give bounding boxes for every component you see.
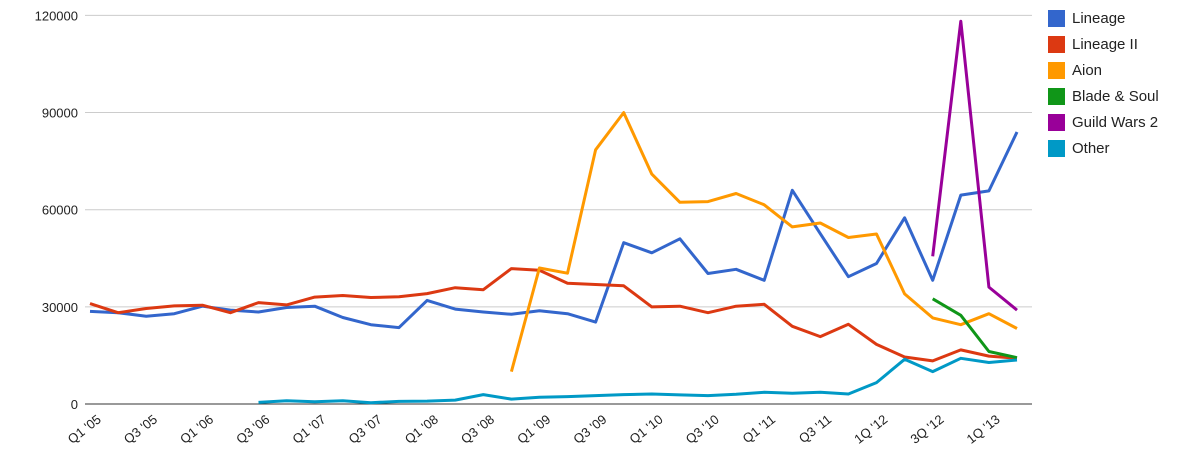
legend-color-swatch bbox=[1048, 87, 1065, 105]
x-axis-tick-label: Q3 '07 bbox=[346, 412, 385, 447]
x-axis-tick-label: Q1 '08 bbox=[402, 412, 441, 447]
series-line-guild-wars-2[interactable] bbox=[931, 19, 1018, 312]
legend-color-swatch bbox=[1048, 9, 1065, 27]
legend-label: Lineage II bbox=[1072, 35, 1138, 53]
legend-color-swatch bbox=[1048, 113, 1065, 131]
x-axis-tick-label: Q3 '11 bbox=[796, 412, 834, 447]
series-line-aion[interactable] bbox=[509, 111, 1018, 372]
x-axis-tick-label: Q1 '06 bbox=[177, 412, 216, 447]
y-axis-tick-label: 30000 bbox=[42, 300, 78, 315]
legend-label: Aion bbox=[1072, 61, 1103, 79]
legend-label: Lineage bbox=[1072, 9, 1126, 27]
x-axis-tick-label: Q1 '07 bbox=[289, 412, 328, 447]
x-axis-tick-label: Q3 '05 bbox=[121, 412, 160, 447]
x-axis-tick-label: Q1 '05 bbox=[65, 412, 104, 447]
x-axis-tick-label: Q3 '08 bbox=[458, 412, 497, 447]
legend-label: Blade & Soul bbox=[1072, 87, 1159, 105]
legend-item-guild-wars-2[interactable]: Guild Wars 2 bbox=[1048, 112, 1159, 132]
x-axis-tick-label: 1Q '12 bbox=[851, 412, 890, 447]
y-axis-tick-label: 90000 bbox=[42, 106, 78, 121]
x-axis-tick-label: Q1 '11 bbox=[740, 412, 778, 447]
legend-item-aion[interactable]: Aion bbox=[1048, 60, 1159, 80]
legend-item-other[interactable]: Other bbox=[1048, 138, 1159, 158]
y-axis-tick-label: 0 bbox=[71, 397, 78, 412]
legend-color-swatch bbox=[1048, 35, 1065, 53]
legend-label: Guild Wars 2 bbox=[1072, 113, 1159, 131]
legend-item-lineage[interactable]: Lineage bbox=[1048, 8, 1159, 28]
y-axis-tick-label: 120000 bbox=[35, 8, 78, 23]
x-axis-tick-label: Q1 '10 bbox=[627, 412, 666, 447]
series-line-blade-soul[interactable] bbox=[931, 297, 1018, 360]
series-line-lineage-ii[interactable] bbox=[89, 267, 1018, 363]
x-axis-tick-label: 1Q '13 bbox=[964, 412, 1003, 447]
x-axis-tick-label: Q1 '09 bbox=[514, 412, 553, 447]
legend-item-lineage-ii[interactable]: Lineage II bbox=[1048, 34, 1159, 54]
legend-label: Other bbox=[1072, 139, 1110, 157]
x-axis-tick-label: Q3 '10 bbox=[683, 412, 722, 447]
y-axis-tick-label: 60000 bbox=[42, 203, 78, 218]
legend-color-swatch bbox=[1048, 139, 1065, 157]
legend-color-swatch bbox=[1048, 61, 1065, 79]
legend-item-blade-soul[interactable]: Blade & Soul bbox=[1048, 86, 1159, 106]
series-line-other[interactable] bbox=[258, 356, 1018, 405]
series-line-lineage[interactable] bbox=[89, 131, 1019, 330]
chart-legend: Lineage Lineage II Aion Blade & Soul Guild W… bbox=[1048, 8, 1159, 164]
x-axis-tick-label: Q3 '09 bbox=[570, 412, 609, 447]
x-axis-tick-label: 3Q '12 bbox=[907, 412, 946, 447]
x-axis-tick-label: Q3 '06 bbox=[233, 412, 272, 447]
